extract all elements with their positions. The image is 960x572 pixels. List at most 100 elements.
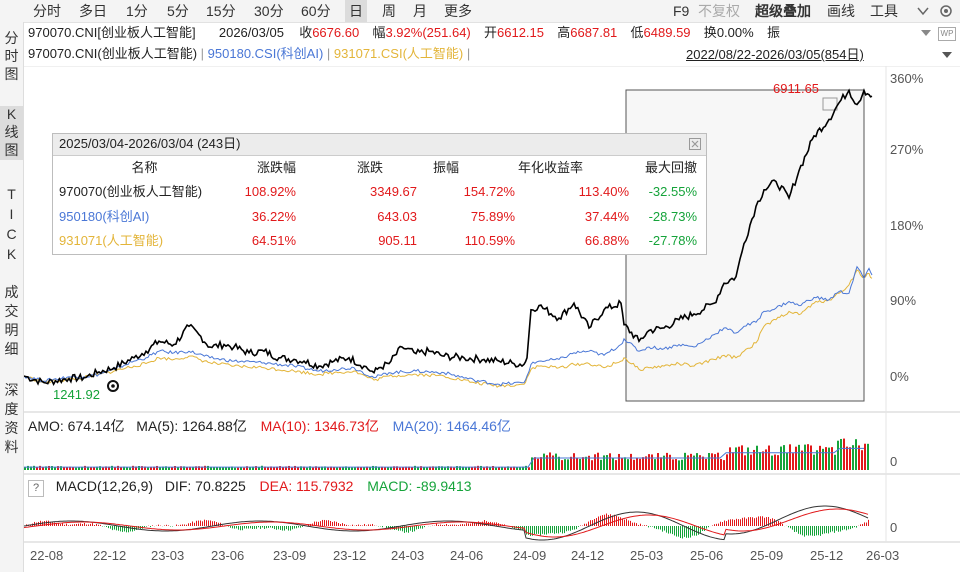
volume-bar (657, 453, 659, 470)
macd-bar (192, 521, 193, 526)
nav-trades-char-2[interactable]: 交 (4, 303, 19, 319)
nav-f10-char-4[interactable]: 料 (4, 439, 19, 455)
macd-bar (212, 521, 213, 526)
volume-bar (411, 467, 413, 470)
period-tab-fenshi[interactable]: 分时 (33, 3, 61, 19)
volume-bar (648, 454, 650, 470)
volume-bar (117, 465, 119, 470)
nav-f10-char-3[interactable]: 资 (4, 420, 19, 436)
nav-tick-char-1[interactable]: T (7, 186, 16, 202)
index-code: 970070.CNI[创业板人工智能] (28, 25, 196, 40)
volume-bar (591, 460, 593, 470)
nav-fenshi-char-2[interactable]: 时 (4, 48, 19, 64)
gear-icon[interactable] (938, 3, 954, 19)
macd-bar (798, 526, 799, 534)
f9-button[interactable]: F9 (673, 3, 690, 19)
volume-bar (324, 466, 326, 470)
date-range-dropdown-icon[interactable] (941, 50, 953, 60)
stats-header (53, 134, 706, 156)
row2-chg: 643.03 (377, 209, 417, 224)
period-tab-15min[interactable]: 15分 (206, 3, 236, 19)
macd-bar (106, 526, 107, 528)
nav-fenshi-char-1[interactable]: 分 (4, 30, 19, 46)
date-range-selector[interactable]: 2022/08/22-2026/03/05(854日) (686, 47, 864, 62)
macd-bar (842, 526, 843, 531)
macd-help-button[interactable]: ? (28, 480, 44, 497)
period-tab-30min[interactable]: 30分 (254, 3, 284, 19)
period-tab-duori[interactable]: 多日 (79, 3, 107, 19)
nav-trades-char-4[interactable]: 细 (4, 341, 19, 357)
period-tab-month[interactable]: 月 (413, 3, 427, 19)
nav-tick-char-4[interactable]: K (6, 246, 17, 262)
low-value: 6489.59 (643, 25, 691, 40)
collapse-arrow-icon[interactable] (920, 27, 932, 39)
macd-bar (74, 524, 75, 526)
volume-ma-line (24, 447, 864, 468)
macd-bar (674, 526, 675, 536)
nav-tick-char-3[interactable]: C (6, 226, 17, 242)
period-tab-day[interactable]: 日 (345, 0, 367, 22)
row1-name: 970070(创业板人工智能) (59, 184, 203, 199)
macd-bar (754, 518, 755, 526)
macd-bar (78, 523, 79, 526)
period-tab-1min[interactable]: 1分 (126, 3, 148, 19)
macd-bar (698, 526, 699, 535)
draw-line-button[interactable]: 画线 (827, 3, 855, 19)
nav-trades-char-1[interactable]: 成 (4, 284, 19, 300)
volume-indicator-row: AMO: 674.14亿 MA(5): 1264.88亿 MA(10): 134… (28, 416, 511, 436)
wp-icon[interactable]: WP (938, 27, 956, 41)
volume-bar (123, 466, 125, 470)
selection-resize-handle[interactable] (822, 97, 838, 111)
volume-bar (534, 457, 536, 470)
macd-params[interactable]: MACD(12,26,9) (55, 478, 154, 494)
volume-bar (207, 465, 209, 470)
volume-bar (666, 452, 668, 470)
macd-bar (452, 524, 453, 526)
adjust-mode-button[interactable]: 不复权 (698, 3, 740, 19)
period-tab-week[interactable]: 周 (382, 3, 396, 19)
legend-series3[interactable]: 931071.CSI(人工智能) (333, 46, 464, 61)
macd-bar (326, 520, 327, 526)
macd-bar (404, 526, 405, 533)
tools-button[interactable]: 工具 (870, 3, 898, 19)
chevron-down-icon[interactable] (916, 4, 930, 18)
volume-bar (345, 466, 347, 470)
volume-bar (177, 467, 179, 470)
volume-bar (273, 467, 275, 470)
macd-bar (210, 520, 211, 526)
close-icon[interactable] (689, 138, 701, 150)
volume-bar (354, 467, 356, 470)
x-tick-23-03: 23-03 (151, 548, 185, 563)
nav-fenshi-char-3[interactable]: 图 (4, 66, 19, 82)
macd-bar (656, 526, 657, 530)
period-tab-60min[interactable]: 60分 (301, 3, 331, 19)
volume-bar (828, 447, 830, 470)
macd-bar (96, 523, 97, 526)
macd-bar (700, 526, 701, 534)
nav-f10-char-2[interactable]: 度 (4, 401, 19, 417)
macd-bar (414, 526, 415, 532)
nav-f10-char-1[interactable]: 深 (4, 382, 19, 398)
nav-kline-char-3[interactable]: 图 (0, 142, 23, 160)
y-tick-0: 0% (890, 369, 909, 384)
macd-bar (556, 526, 557, 534)
volume-bar (72, 467, 74, 470)
nav-kline-char-2[interactable]: 线 (0, 124, 23, 142)
super-overlay-button[interactable]: 超级叠加 (755, 3, 811, 19)
volume-bar (510, 467, 512, 470)
macd-bar (130, 526, 131, 532)
macd-bar (406, 526, 407, 533)
macd-bar (826, 526, 827, 534)
legend-series2[interactable]: 950180.CSI(科创AI) (207, 46, 324, 61)
nav-tick-char-2[interactable]: I (9, 206, 14, 222)
volume-bar (519, 467, 521, 470)
volume-bar (240, 467, 242, 470)
volume-bar (597, 452, 599, 470)
nav-kline-char-1[interactable]: K (0, 106, 23, 124)
period-tab-more[interactable]: 更多 (444, 3, 472, 19)
volume-bar (606, 455, 608, 470)
period-tab-5min[interactable]: 5分 (167, 3, 189, 19)
nav-trades-char-3[interactable]: 明 (4, 322, 19, 338)
legend-main[interactable]: 970070.CNI(创业板人工智能) (28, 46, 198, 61)
macd-bar (530, 526, 531, 537)
